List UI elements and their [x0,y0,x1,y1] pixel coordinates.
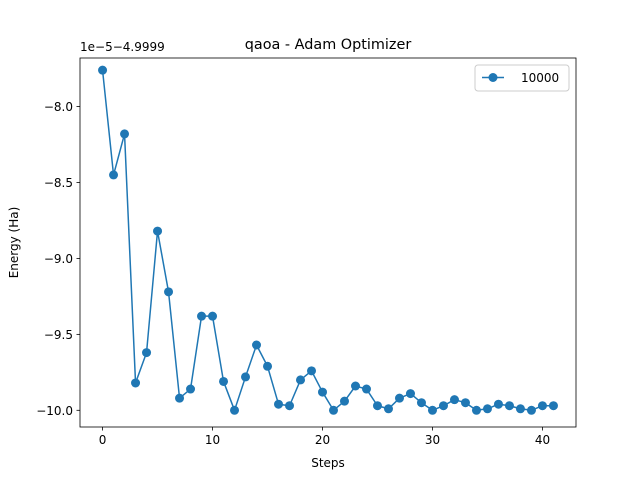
data-point [208,311,218,321]
data-point [471,405,481,415]
y-tick-label: −8.0 [44,100,73,114]
data-point [318,387,328,397]
data-point [449,395,459,405]
data-point [394,393,404,403]
y-tick-label: −9.0 [44,252,73,266]
plot-area [98,65,558,415]
y-tick-label: −9.5 [44,328,73,342]
data-point [296,375,306,385]
data-point [482,404,492,414]
data-point [372,401,382,411]
data-point [504,401,514,411]
x-axis-ticks: 0 10 20 30 40 [99,427,550,447]
data-point [120,129,130,139]
y-axis-ticks: −10.0 −9.5 −9.0 −8.5 −8.0 [36,100,80,418]
data-point [197,311,207,321]
y-tick-label: −8.5 [44,176,73,190]
y-axis-label: Energy (Ha) [7,207,21,279]
data-point [142,348,152,358]
data-point [219,376,229,386]
y-tick-label: −10.0 [36,404,73,418]
data-point [274,399,284,409]
legend-label: 10000 [521,71,559,85]
data-point [515,404,525,414]
data-point [252,340,262,350]
data-point [98,65,108,75]
data-point [460,398,470,408]
chart-title: qaoa - Adam Optimizer [245,37,412,53]
data-point [285,401,295,411]
data-point [186,384,196,394]
data-point [328,405,338,415]
data-point [438,401,448,411]
data-point [493,399,503,409]
data-point [131,378,141,388]
x-tick-label: 20 [315,433,330,447]
data-point [416,398,426,408]
x-tick-label: 30 [425,433,440,447]
data-point [405,389,415,399]
data-point [263,361,273,371]
data-point [153,226,163,236]
data-point [361,384,371,394]
data-point [526,405,536,415]
legend-point-marker [488,73,498,82]
x-tick-label: 0 [99,433,107,447]
data-point [164,287,174,297]
x-axis-label: Steps [311,456,345,470]
data-point [339,396,349,406]
x-tick-label: 40 [535,433,550,447]
data-point [548,401,558,411]
x-tick-label: 10 [205,433,220,447]
data-point [109,170,119,180]
data-point [230,405,240,415]
data-point [307,366,317,376]
legend-box [474,64,570,92]
data-point [427,405,437,415]
data-point [537,401,547,411]
data-point [241,372,251,382]
legend: 10000 [474,64,570,92]
data-point [383,404,393,414]
data-point [175,393,185,403]
y-axis-offset-label: 1e−5−4.9999 [80,40,165,54]
axes-frame [79,57,577,428]
data-point [350,381,360,391]
